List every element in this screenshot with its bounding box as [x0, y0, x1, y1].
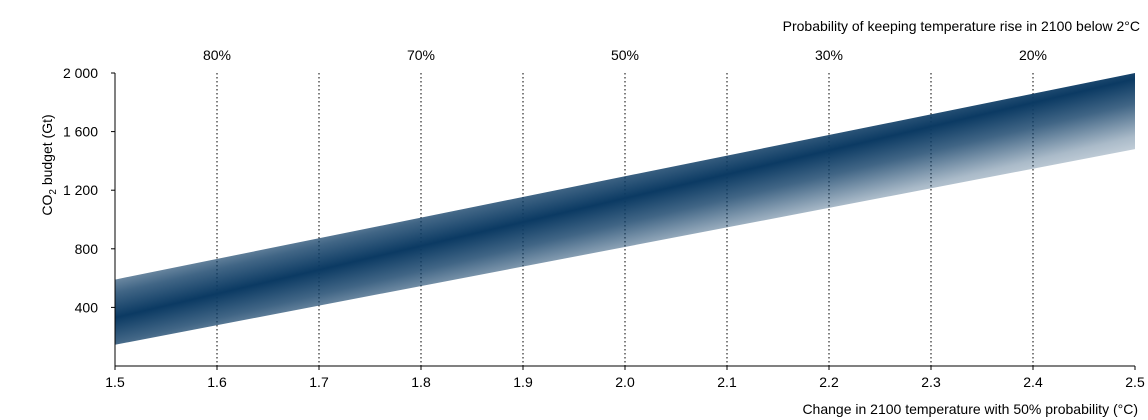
top-probability-label: 70% — [407, 47, 435, 63]
top-probability-label: 80% — [203, 47, 231, 63]
x-tick-label: 2.3 — [921, 374, 941, 390]
band-area — [115, 73, 1135, 345]
x-tick-label: 2.5 — [1125, 374, 1145, 390]
axes — [111, 72, 1136, 370]
co2-budget-band — [115, 73, 1135, 345]
y-tick-label: 400 — [75, 299, 99, 315]
x-tick-label: 1.5 — [105, 374, 125, 390]
x-tick-label: 2.1 — [717, 374, 737, 390]
top-probability-label: 20% — [1019, 47, 1047, 63]
y-tick-label: 1 600 — [63, 124, 98, 140]
x-tick-label: 1.9 — [513, 374, 533, 390]
top-probability-label: 50% — [611, 47, 639, 63]
x-tick-label: 1.7 — [309, 374, 329, 390]
top-axis-title: Probability of keeping temperature rise … — [783, 18, 1140, 34]
y-tick-label: 800 — [75, 241, 99, 257]
tick-labels: 400 800 1 200 1 600 2 000 1.5 1.6 1.7 1.8 1.9 2.0 2… — [63, 47, 1145, 390]
y-axis-title: CO2 budget (Gt) — [39, 114, 59, 215]
x-tick-label: 1.6 — [207, 374, 227, 390]
x-tick-label: 2.4 — [1023, 374, 1043, 390]
y-tick-label: 2 000 — [63, 65, 98, 81]
x-tick-label: 2.2 — [819, 374, 839, 390]
top-probability-label: 30% — [815, 47, 843, 63]
x-tick-label: 2.0 — [615, 374, 635, 390]
x-axis-title: Change in 2100 temperature with 50% prob… — [802, 401, 1138, 417]
x-tick-label: 1.8 — [411, 374, 431, 390]
y-tick-label: 1 200 — [63, 182, 98, 198]
